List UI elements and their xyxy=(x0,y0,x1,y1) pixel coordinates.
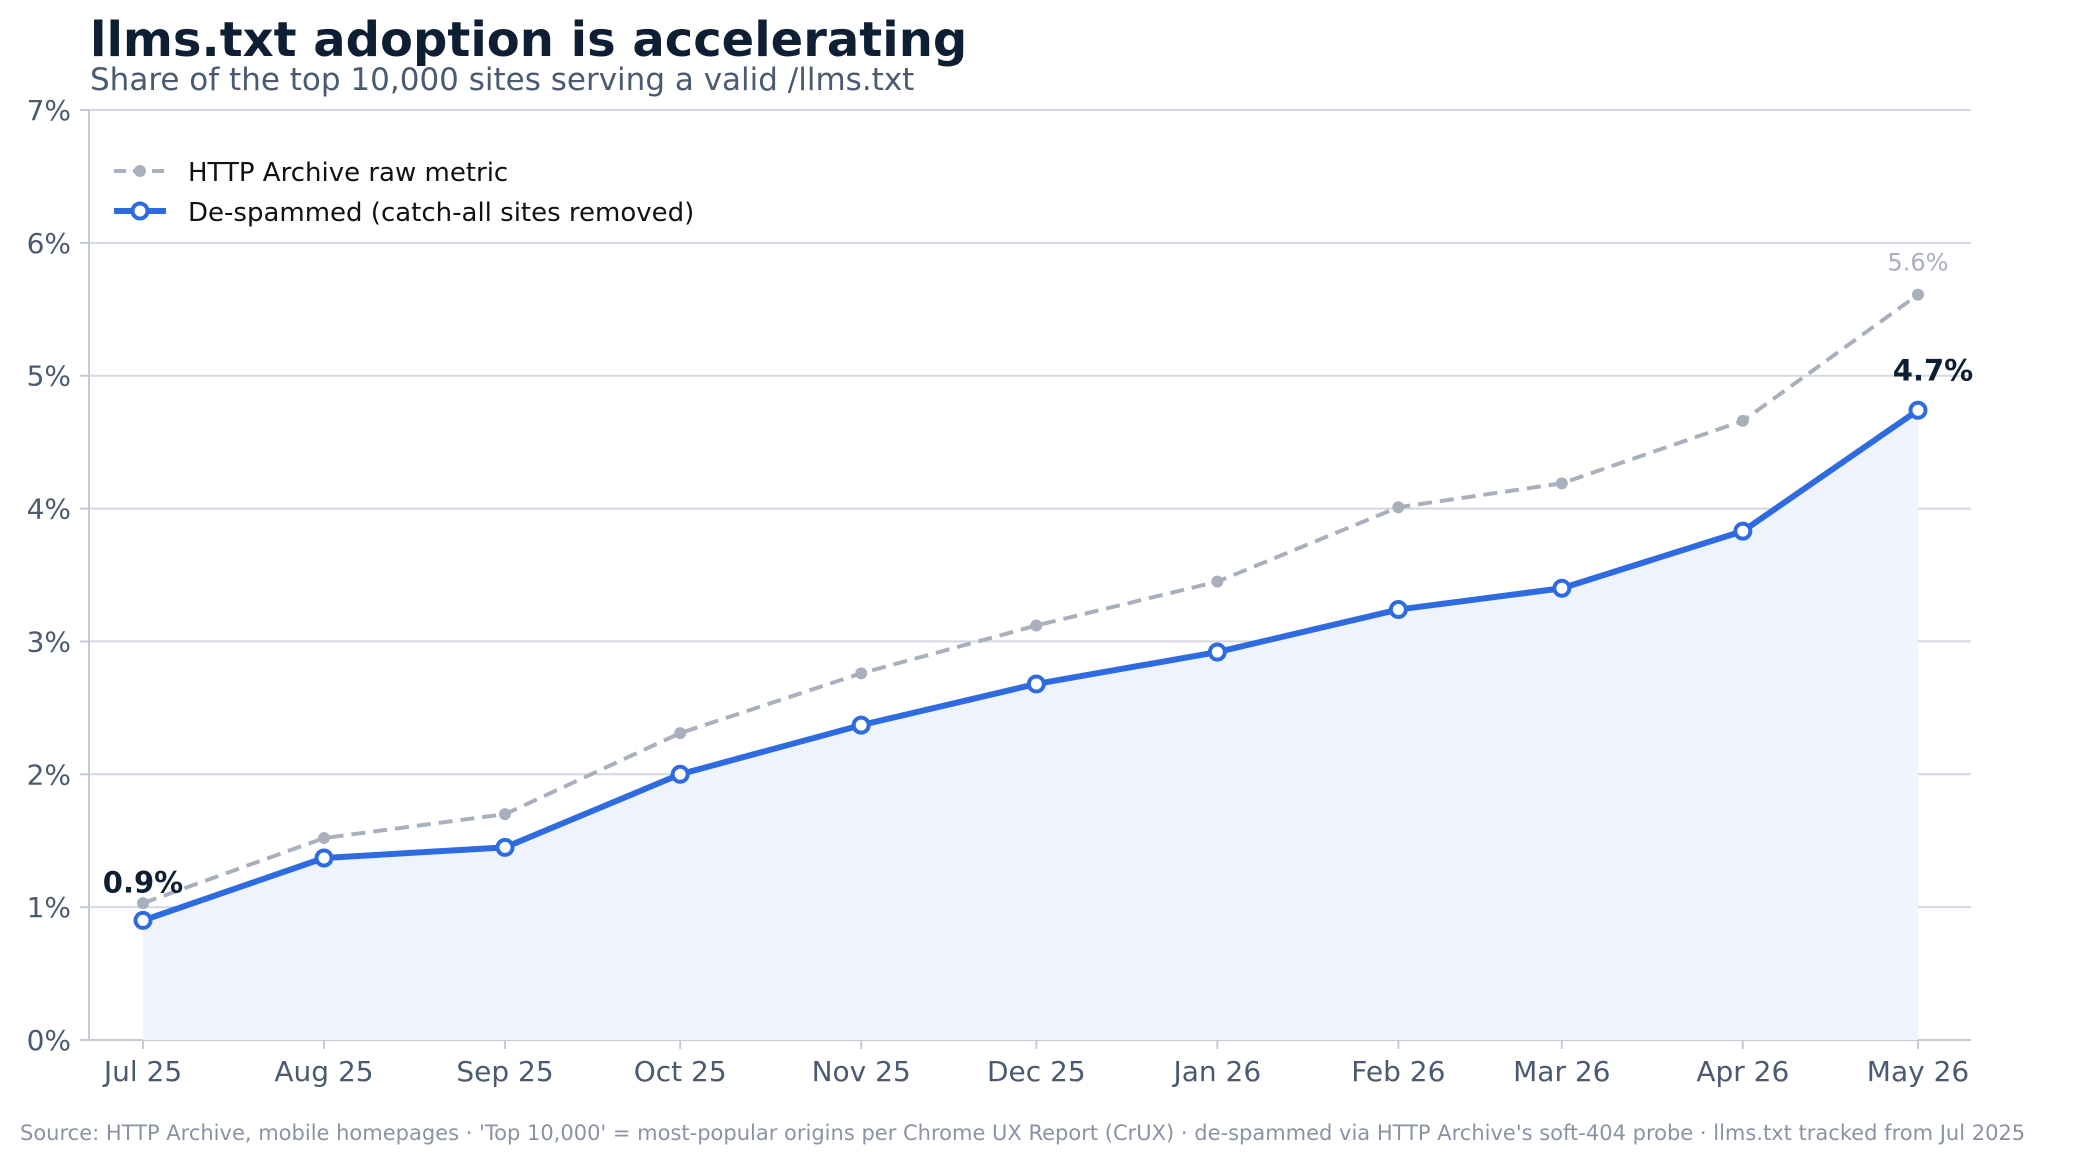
legend-marker-despammed xyxy=(130,201,150,221)
despammed-series-point xyxy=(1207,642,1227,662)
despammed-series-point xyxy=(495,837,515,857)
despammed-series-point xyxy=(1908,400,1928,420)
y-tick-label: 6% xyxy=(27,227,71,260)
despammed-end-label: 4.7% xyxy=(1893,353,1973,387)
raw-series-point xyxy=(499,808,512,821)
despammed-series-point xyxy=(851,715,871,735)
raw-series-line xyxy=(142,293,1920,906)
despammed-series-point xyxy=(1388,600,1408,620)
data-labels: 0.9% 4.7% 5.6% xyxy=(103,249,1973,900)
gridlines xyxy=(89,109,1971,909)
x-tick-label: Feb 26 xyxy=(1351,1055,1445,1088)
area-fill xyxy=(143,410,1918,1040)
x-tick-label: Nov 25 xyxy=(812,1055,911,1088)
legend-label-raw: HTTP Archive raw metric xyxy=(188,158,508,188)
raw-series-point xyxy=(1030,619,1043,632)
legend-marker-raw xyxy=(134,165,146,177)
despammed-series-point xyxy=(1026,674,1046,694)
raw-series-point xyxy=(318,832,331,845)
y-tick-label: 0% xyxy=(27,1024,71,1057)
raw-series-point xyxy=(1555,477,1568,490)
chart-title: llms.txt adoption is accelerating xyxy=(90,12,967,68)
despammed-series-point xyxy=(1733,521,1753,541)
x-tick-label: Mar 26 xyxy=(1513,1055,1610,1088)
y-tick-label: 7% xyxy=(27,94,71,127)
despammed-area xyxy=(143,410,1918,1040)
raw-series-point xyxy=(137,897,149,910)
y-tick-label: 2% xyxy=(27,758,71,791)
despammed-series-point xyxy=(314,848,334,868)
despammed-start-label: 0.9% xyxy=(103,865,183,899)
y-tick-label: 5% xyxy=(27,360,71,393)
y-tick-label: 4% xyxy=(27,493,71,526)
y-tick-label: 1% xyxy=(27,891,71,924)
x-tick-label: Apr 26 xyxy=(1696,1055,1789,1088)
series-lines xyxy=(133,288,1928,930)
raw-series-point xyxy=(674,727,687,740)
raw-end-label: 5.6% xyxy=(1888,249,1949,277)
raw-series-point xyxy=(1211,575,1224,588)
y-tick-label: 3% xyxy=(27,625,71,658)
despammed-series-point xyxy=(133,910,153,930)
x-tick-label: Jul 25 xyxy=(102,1055,182,1088)
raw-series-point xyxy=(1736,414,1749,427)
legend: HTTP Archive raw metric De-spammed (catc… xyxy=(114,158,694,228)
x-tick-label: Jan 26 xyxy=(1171,1055,1261,1088)
x-tick-label: Aug 25 xyxy=(274,1055,373,1088)
despammed-series-point xyxy=(1552,578,1572,598)
legend-label-despammed: De-spammed (catch-all sites removed) xyxy=(188,198,694,228)
x-tick-label: Sep 25 xyxy=(456,1055,553,1088)
x-tick-label: Dec 25 xyxy=(987,1055,1086,1088)
raw-series-point xyxy=(1392,501,1405,514)
chart-subtitle: Share of the top 10,000 sites serving a … xyxy=(90,62,914,98)
raw-series-point xyxy=(1912,288,1924,301)
despammed-series-point xyxy=(670,764,690,784)
x-tick-label: Oct 25 xyxy=(634,1055,727,1088)
source-note: Source: HTTP Archive, mobile homepages ·… xyxy=(20,1121,2025,1145)
raw-series-point xyxy=(855,667,868,680)
x-tick-label: May 26 xyxy=(1867,1055,1969,1088)
